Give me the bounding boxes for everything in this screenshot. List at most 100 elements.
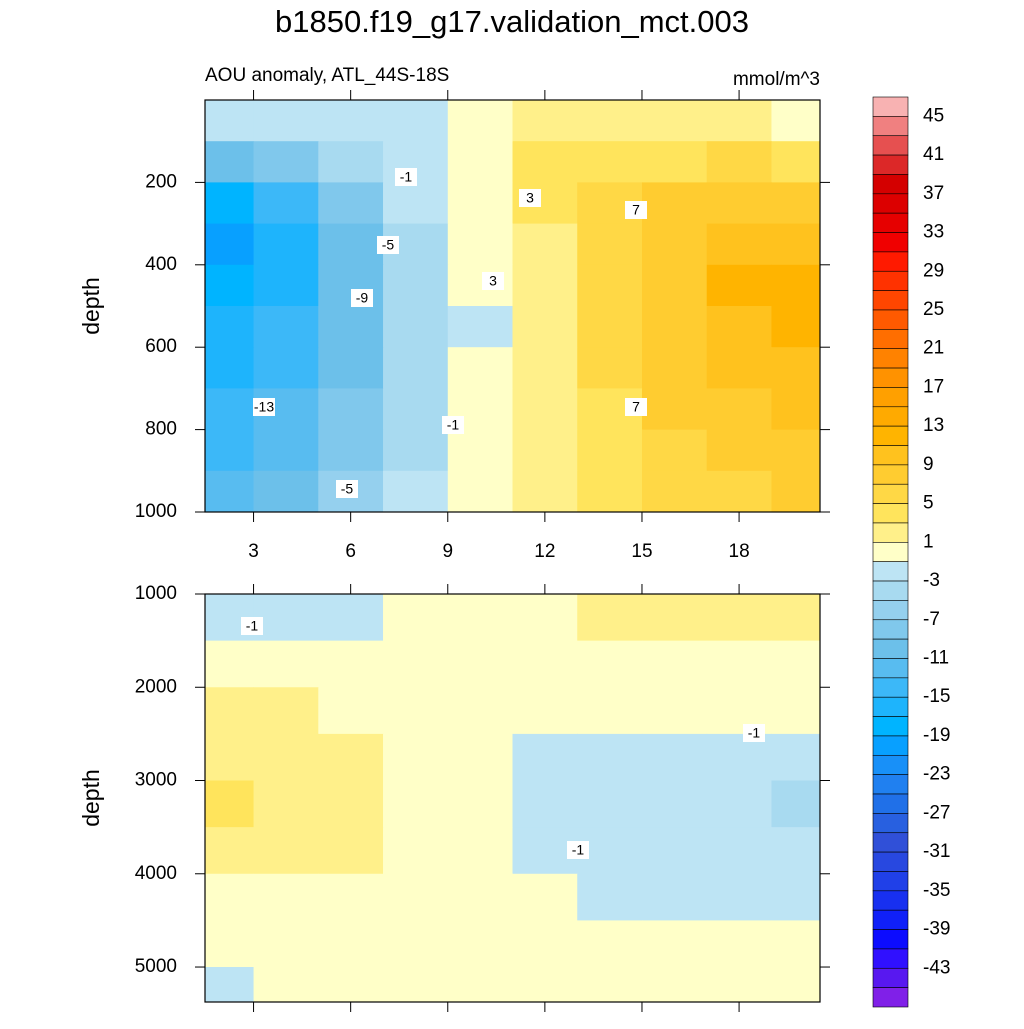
contour-label-bg — [377, 236, 399, 254]
contour-cell — [512, 429, 578, 472]
contour-cell — [512, 687, 578, 735]
contour-cell — [205, 223, 255, 266]
contour-cell — [383, 470, 449, 512]
plot-frame — [204, 593, 821, 1003]
contour-label-bg — [241, 617, 263, 635]
contour-cell — [383, 429, 449, 472]
contour-label-bg — [567, 841, 589, 859]
contour-cell — [577, 640, 643, 688]
contour-cell — [318, 100, 384, 142]
contour-cell — [706, 264, 772, 307]
colorbar-label: 13 — [923, 415, 944, 436]
contour-cell — [383, 687, 449, 735]
colorbar-box — [872, 270, 909, 291]
colorbar-box — [872, 561, 909, 582]
contour-cell — [512, 223, 578, 266]
contour-cell — [512, 827, 578, 875]
contour-cell — [447, 223, 513, 266]
colorbar-box — [872, 212, 909, 233]
contour-label-bg — [625, 201, 647, 219]
colorbar-box — [872, 96, 909, 117]
colorbar-box — [872, 832, 909, 853]
contour-cell — [318, 347, 384, 389]
contour-cell — [253, 733, 319, 782]
contour-cell — [641, 733, 708, 782]
contour-cell — [318, 264, 384, 307]
contour-label: -1 — [748, 725, 761, 741]
contour-cell — [253, 182, 319, 225]
contour-cell — [512, 347, 578, 389]
colorbar-box — [872, 232, 909, 253]
contour-cell — [771, 306, 820, 348]
contour-cell — [447, 100, 513, 142]
contour-cell — [383, 388, 449, 431]
contour-cell — [706, 640, 772, 688]
contour-cell — [512, 640, 578, 688]
contour-label: 7 — [632, 202, 640, 218]
y-axis-label: depth — [78, 277, 104, 335]
contour-cell — [318, 687, 384, 735]
contour-cell — [447, 594, 513, 642]
contour-cell — [383, 967, 449, 1002]
contour-cell — [641, 264, 708, 307]
colorbar-box — [872, 464, 909, 485]
contour-cell — [512, 967, 578, 1002]
contour-cell — [318, 920, 384, 968]
contour-cell — [706, 780, 772, 828]
contour-cell — [577, 470, 643, 512]
chart-title: b1850.f19_g17.validation_mct.003 — [275, 4, 749, 39]
contour-cell — [512, 306, 578, 348]
colorbar-label: -39 — [923, 919, 950, 940]
contour-cell — [512, 733, 578, 782]
colorbar-label: 5 — [923, 493, 934, 514]
contour-cell — [205, 733, 255, 782]
colorbar-label: -15 — [923, 686, 950, 707]
contour-cell — [253, 873, 319, 921]
y-tick-label: 1000 — [135, 501, 177, 522]
contour-cell — [577, 687, 643, 735]
contour-cell — [512, 594, 578, 642]
colorbar-box — [872, 754, 909, 775]
contour-cell — [318, 223, 384, 266]
contour-cell — [318, 429, 384, 472]
colorbar-label: -23 — [923, 764, 950, 785]
contour-cell — [447, 347, 513, 389]
contour-label: 3 — [489, 273, 497, 289]
contour-cell — [706, 429, 772, 472]
contour-cell — [706, 920, 772, 968]
colorbar-box — [872, 638, 909, 659]
contour-cell — [771, 388, 820, 431]
colorbar-box — [872, 696, 909, 717]
contour-label: 3 — [526, 190, 534, 206]
contour-label: -5 — [341, 481, 354, 497]
contour-cell — [253, 827, 319, 875]
contour-cell — [205, 388, 255, 431]
contour-cell — [512, 141, 578, 183]
contour-label: 7 — [632, 399, 640, 415]
colorbar-box — [872, 909, 909, 930]
contour-cell — [771, 967, 820, 1002]
colorbar-box — [872, 813, 909, 834]
contour-cell — [383, 100, 449, 142]
contour-cell — [318, 967, 384, 1002]
contour-cell — [577, 873, 643, 921]
contour-cell — [253, 780, 319, 828]
colorbar-label: -3 — [923, 570, 940, 591]
contour-cell — [447, 827, 513, 875]
colorbar-box — [872, 290, 909, 311]
contour-cell — [205, 687, 255, 735]
colorbar-box — [872, 483, 909, 504]
colorbar-box — [872, 677, 909, 698]
contour-cell — [447, 873, 513, 921]
contour-cell — [641, 223, 708, 266]
y-tick-label: 800 — [145, 419, 177, 440]
contour-label-bg — [395, 168, 417, 186]
colorbar-label: 9 — [923, 454, 934, 475]
y-tick-label: 400 — [145, 254, 177, 275]
contour-cell — [771, 264, 820, 307]
contour-cell — [577, 780, 643, 828]
contour-cell — [706, 967, 772, 1002]
colorbar-label: 25 — [923, 299, 944, 320]
y-tick-label: 5000 — [135, 956, 177, 977]
